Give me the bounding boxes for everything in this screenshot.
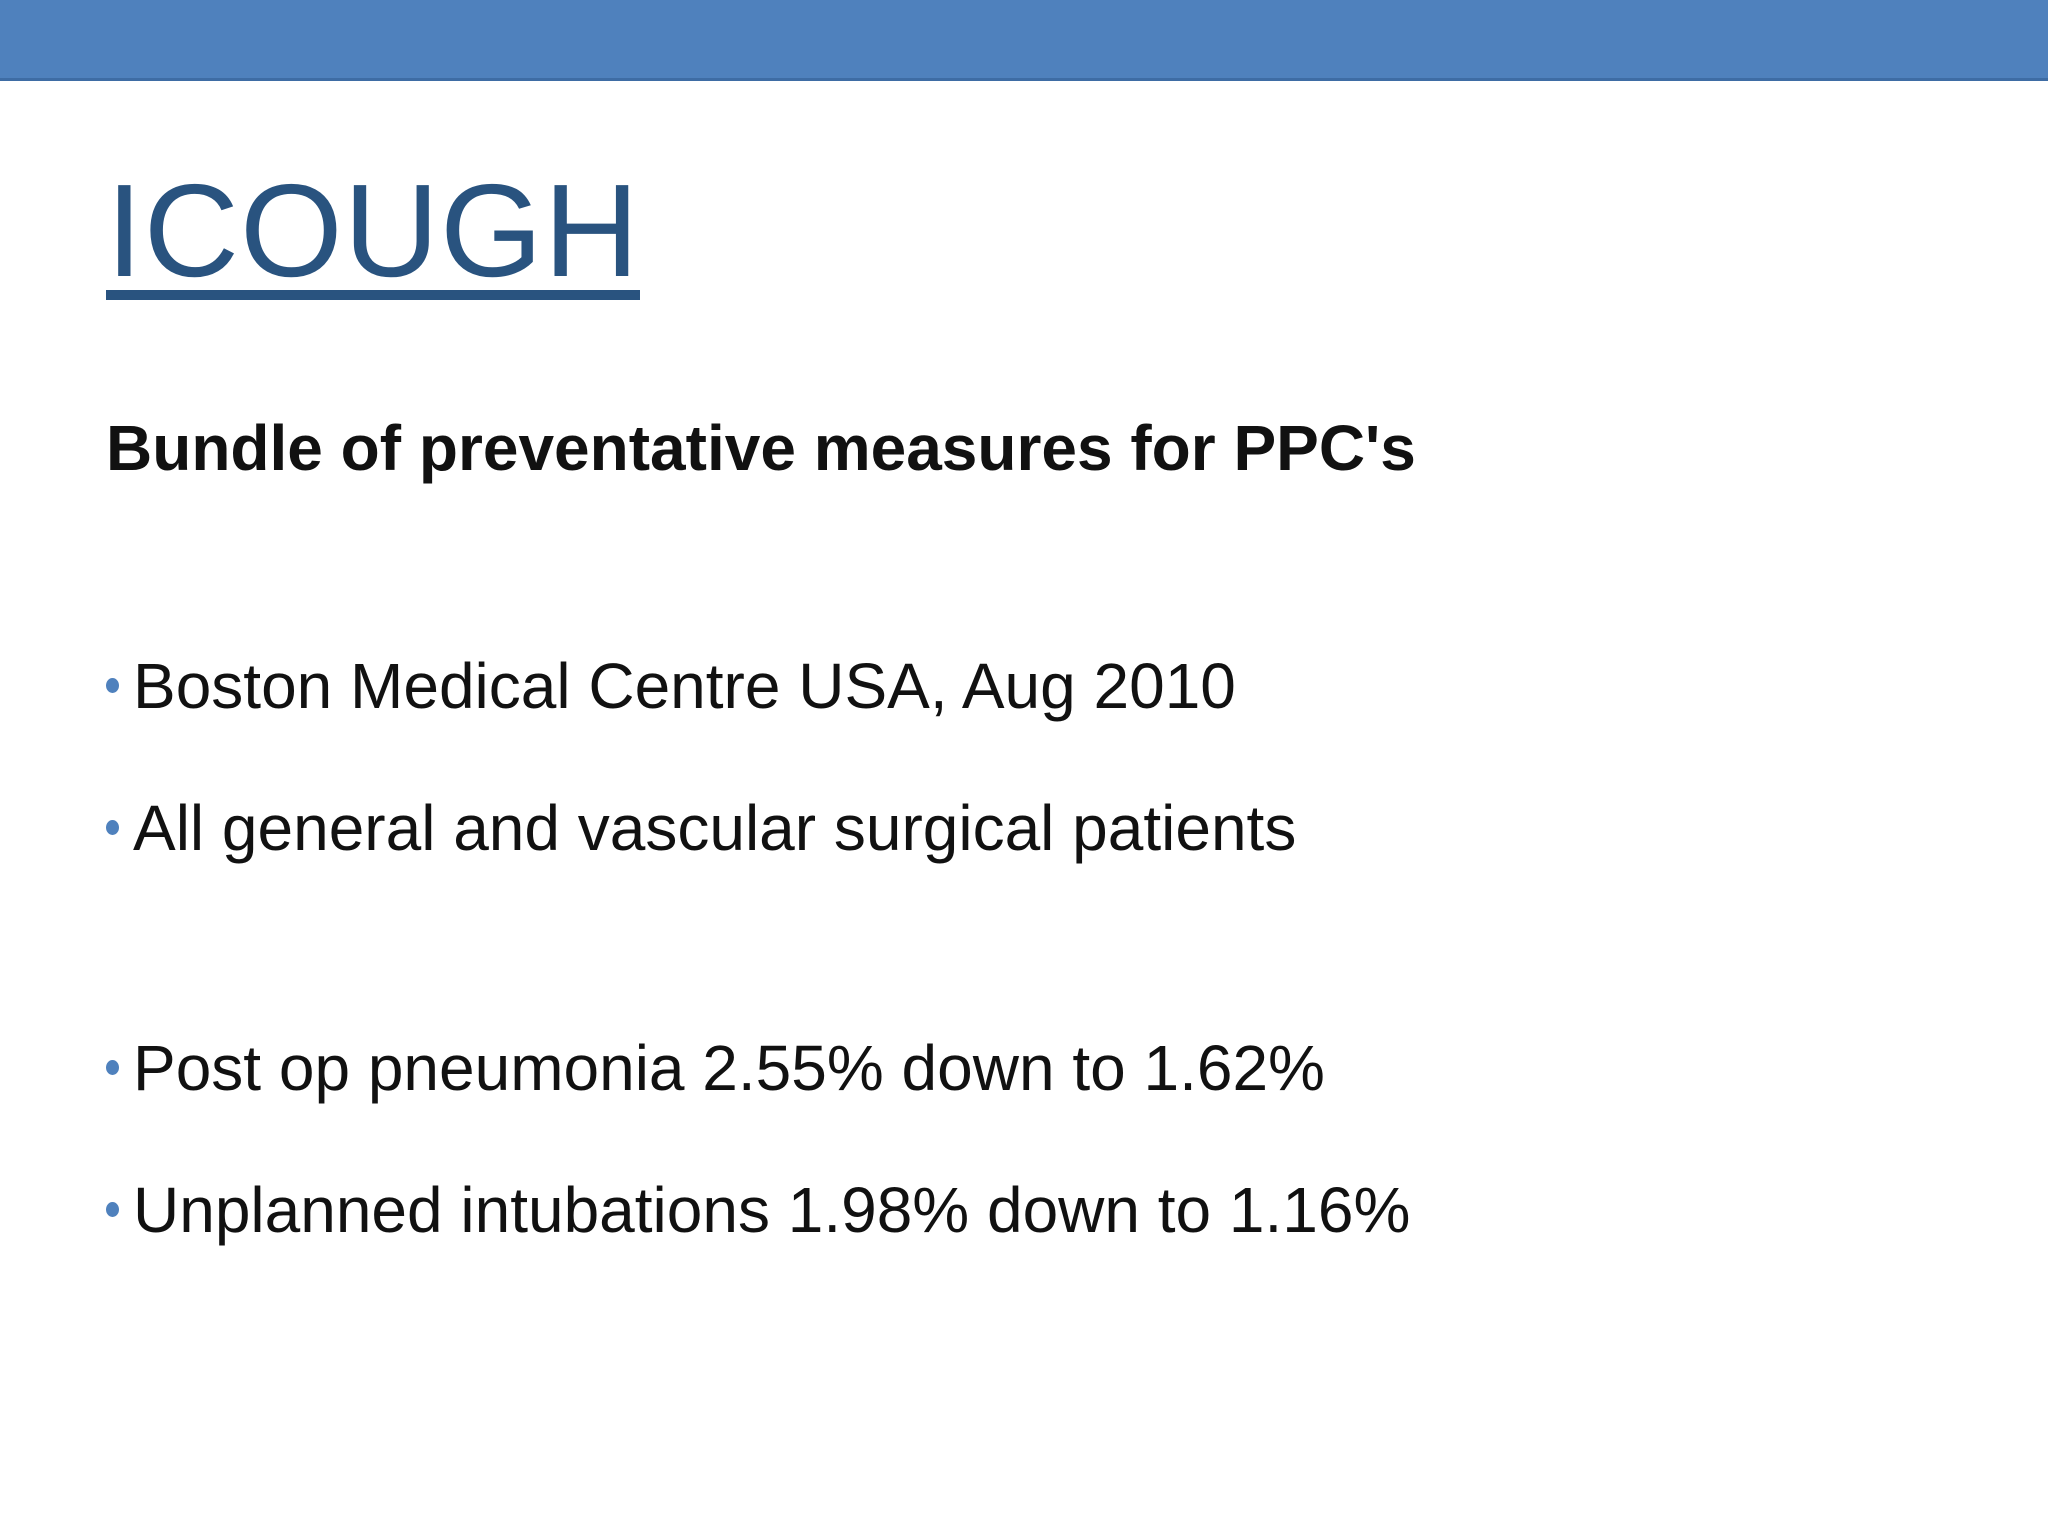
slide-title: ICOUGH [106,157,640,304]
bullet-text: Unplanned intubations 1.98% down to 1.16… [133,1173,1411,1246]
slide-subtitle: Bundle of preventative measures for PPC'… [106,411,1416,484]
bullet-text: Boston Medical Centre USA, Aug 2010 [133,649,1236,722]
list-item: Boston Medical Centre USA, Aug 2010 [106,641,1968,731]
bullet-text: All general and vascular surgical patien… [133,791,1297,864]
list-item: Post op pneumonia 2.55% down to 1.62% [106,1023,1968,1113]
bullet-list: Boston Medical Centre USA, Aug 2010 All … [106,641,1968,1255]
list-item: All general and vascular surgical patien… [106,783,1968,873]
list-item: Unplanned intubations 1.98% down to 1.16… [106,1165,1968,1255]
bullet-text: Post op pneumonia 2.55% down to 1.62% [133,1031,1325,1104]
bullet-dot-icon [106,1202,119,1218]
bullet-dot-icon [106,1060,119,1076]
slide-header-band [0,0,2048,81]
bullet-dot-icon [106,820,119,836]
slide-content: ICOUGH Bundle of preventative measures f… [0,81,2048,1255]
bullet-dot-icon [106,678,119,694]
